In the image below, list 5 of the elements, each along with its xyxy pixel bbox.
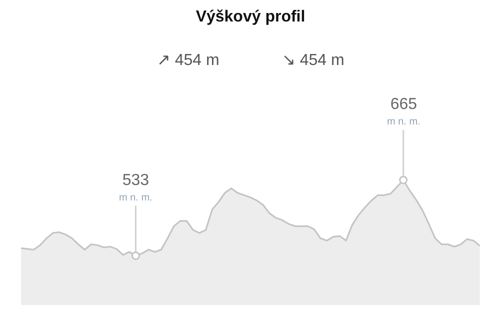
text: ↘ 454 m xyxy=(282,52,344,69)
annotation: 533 m n. m. xyxy=(119,172,152,204)
annotation: 665 m n. m. xyxy=(387,96,420,128)
text: ↗ 454 m xyxy=(157,52,220,69)
chart-title: Výškový profil xyxy=(196,8,306,26)
